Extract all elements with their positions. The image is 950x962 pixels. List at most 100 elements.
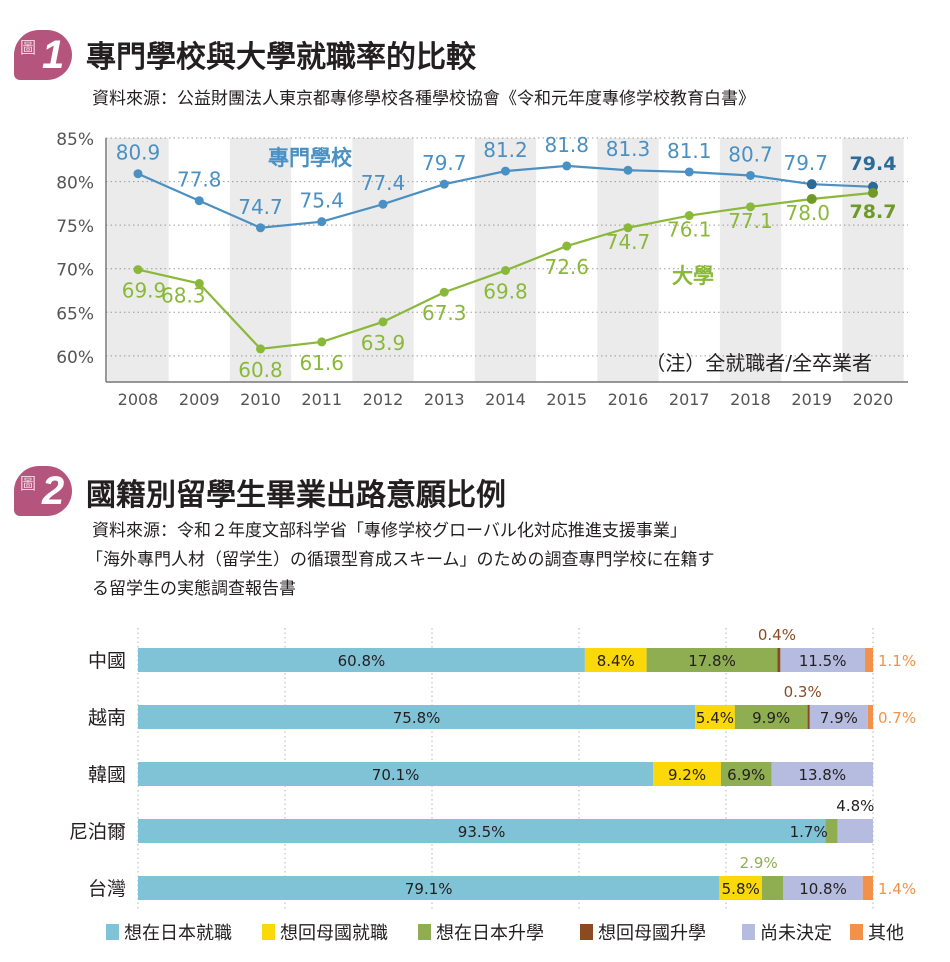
chart-1-title: 專門學校與大學就職率的比較 [86,40,476,75]
data-point [439,179,449,189]
data-label: 93.5% [458,823,506,841]
legend-swatch [850,924,863,940]
data-point [746,202,755,212]
data-point [806,179,817,190]
bar-segment [771,762,873,786]
x-tick-label: 2011 [301,390,342,409]
figure-badge-kanji: 圖 [20,38,37,57]
data-label: 7.9% [820,709,858,727]
bar-segment [720,762,772,786]
data-point [256,223,265,233]
data-label-daigaku: 60.8 [238,358,283,382]
data-label-senmon: 74.7 [238,195,283,219]
legend-swatch [106,924,119,940]
data-label: 8.4% [597,652,635,670]
chart-band [107,138,169,382]
category-label: 台灣 [88,878,126,900]
data-label-daigaku: 63.9 [361,331,406,355]
data-point [133,169,143,179]
chart-band [842,138,904,382]
bar-segment [809,705,868,729]
legend-label: 想在日本就職 [124,923,232,944]
data-label: 5.8% [722,880,760,898]
chart-2-source-line-1: 資料來源：令和２年度文部科学省「專修学校グローバル化対応推進支援事業」 [92,521,687,541]
data-label-senmon: 79.4 [850,153,897,175]
data-point [439,287,449,297]
chart-2-source-line-3: る留学生の実態調查報告書 [92,579,296,599]
legend-swatch [262,924,275,940]
x-tick-label: 2016 [608,390,649,409]
x-tick-label: 2010 [240,390,281,409]
data-point [317,337,327,347]
data-point [806,194,817,204]
data-label-senmon: 81.3 [606,137,651,161]
data-label-daigaku: 78.7 [850,201,897,223]
data-label-daigaku: 69.9 [122,279,167,303]
category-label: 中國 [88,650,126,672]
data-point [562,161,572,171]
legend-swatch [418,924,431,940]
y-tick-label: 75% [56,217,94,237]
data-label-daigaku: 68.3 [161,284,206,308]
chart-band [352,138,414,382]
chart-1-note: （注）全就職者/全卒業者 [645,351,872,375]
series-label-daigaku: 大學 [672,264,714,288]
data-label: 1.1% [878,652,916,670]
data-label: 1.7% [790,823,828,841]
data-label-daigaku: 78.0 [785,201,830,225]
bar-segment [825,819,838,843]
data-label: 17.8% [688,652,736,670]
y-tick-label: 80% [56,174,94,194]
legend-label: 想在日本升學 [436,923,544,944]
chart-2-source-line-2: 「海外專門人材（留学生）の循環型育成スキーム」のための調查專門学校に在籍す [86,550,715,570]
data-label: 79.1% [405,880,453,898]
y-tick-label: 85% [56,130,94,150]
data-label-daigaku: 76.1 [667,218,712,242]
data-label-senmon: 81.8 [544,133,589,157]
x-tick-label: 2014 [485,390,526,409]
bar-segment [783,876,863,900]
data-point [501,166,510,176]
bar-segment [719,876,763,900]
data-point [133,265,143,275]
y-tick-label: 60% [56,348,94,368]
y-tick-label: 65% [56,304,94,324]
career-intention-stacked-bar-chart: 中國 60.8% 8.4% 17.8% 0.4%11.5% 1.1% 越南 75.8% 5.4%… [69,626,916,944]
x-tick-label: 2015 [546,390,587,409]
data-label-senmon: 77.8 [177,168,222,192]
y-tick-label: 70% [56,261,94,281]
data-label: 75.8% [393,709,441,727]
bar-segment [646,648,778,672]
data-label: 60.8% [338,652,386,670]
data-label: 70.1% [372,766,420,784]
bar-segment [864,648,873,672]
category-label: 越南 [88,707,126,729]
data-label: 1.4% [878,880,916,898]
legend-swatch [742,924,755,940]
data-label: 0.7% [878,709,916,727]
data-point [684,211,694,221]
chart-band [597,138,659,382]
x-tick-label: 2008 [118,390,159,409]
figure-badge-number: 2 [42,469,65,513]
data-point [868,187,878,198]
bar-segment [762,876,784,900]
data-label-daigaku: 74.7 [606,230,651,254]
bar-segment [862,876,873,900]
figure-badge-kanji: 圖 [20,474,37,493]
data-label: 11.5% [799,652,847,670]
data-label: 13.8% [798,766,846,784]
figure-2-badge: 圖 2 [14,466,72,516]
data-label-daigaku: 77.1 [728,209,773,233]
legend-label: 想回母國升學 [598,923,706,944]
data-label: 0.3% [784,683,822,701]
bar-segment [777,648,781,672]
bar-segment [780,648,865,672]
data-label-senmon: 81.2 [483,138,528,162]
data-label: 10.8% [799,880,847,898]
category-label: 韓國 [88,764,126,786]
bar-segment [807,705,810,729]
bar-segment [584,648,647,672]
data-label: 9.2% [668,766,706,784]
data-point [378,317,388,327]
